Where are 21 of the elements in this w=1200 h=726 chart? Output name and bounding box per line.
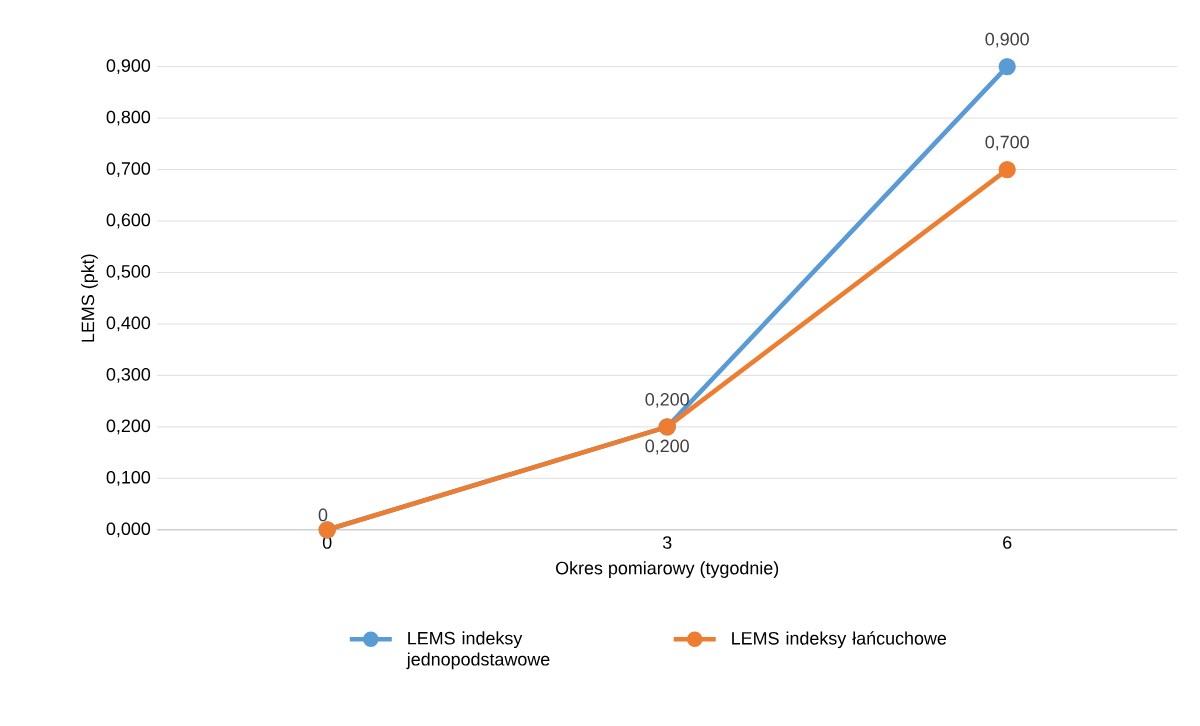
y-tick-label: 0,800: [106, 110, 151, 126]
x-tick-label: 6: [1003, 536, 1012, 549]
data-label: 0,700: [985, 135, 1029, 151]
y-tick-label: 0,300: [106, 368, 151, 383]
y-tick-label: 0,200: [106, 419, 151, 435]
y-tick-label: 0,600: [106, 213, 151, 229]
y-tick-label: 0,500: [106, 265, 151, 280]
x-axis-title: Okres pomiarowy (tygodnie): [556, 561, 779, 578]
y-axis-title: LEMS (pkt): [81, 254, 98, 342]
legend-label: LEMS indeksy łańcuchowe: [732, 631, 947, 649]
data-label: 0: [318, 508, 328, 522]
data-label: 0,900: [985, 32, 1029, 48]
y-tick-label: 0,700: [106, 162, 151, 177]
y-tick-label: 0,900: [106, 59, 151, 74]
legend-label: LEMS indeksy jednopodstawowe: [406, 631, 550, 670]
y-tick-label: 0,000: [106, 522, 151, 538]
y-tick-label: 0,400: [106, 316, 151, 332]
data-label: 0,200: [645, 439, 689, 455]
x-tick-label: 3: [662, 536, 672, 549]
y-tick-label: 0,100: [106, 470, 151, 486]
data-label: 0,200: [645, 393, 689, 408]
